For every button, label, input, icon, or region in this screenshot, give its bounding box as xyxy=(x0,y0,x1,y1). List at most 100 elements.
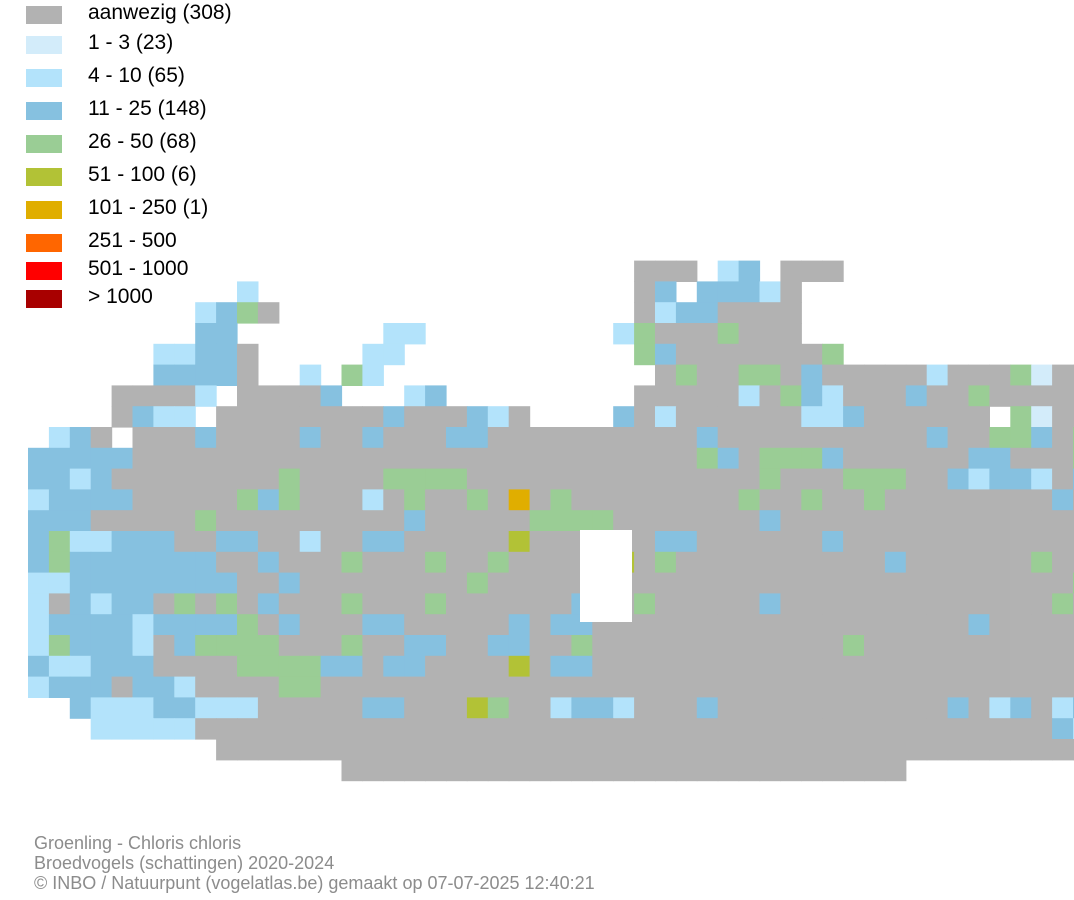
grid-cell xyxy=(237,593,259,615)
grid-cell xyxy=(487,427,510,449)
grid-cell xyxy=(843,572,865,594)
legend-item-101-250: 101 - 250 (1) xyxy=(26,196,426,220)
grid-cell xyxy=(383,468,405,490)
grid-cell xyxy=(655,551,677,574)
grid-cell xyxy=(717,593,740,615)
grid-cell xyxy=(1031,676,1053,698)
grid-cell xyxy=(132,406,154,428)
grid-cell xyxy=(801,593,823,615)
grid-cell xyxy=(153,343,175,366)
grid-cell xyxy=(947,572,970,594)
grid-cell xyxy=(592,655,614,678)
grid-cell xyxy=(968,406,990,428)
grid-cell xyxy=(550,468,572,490)
grid-cell xyxy=(383,531,405,553)
grid-cell xyxy=(905,635,928,657)
grid-cell xyxy=(780,759,802,782)
grid-cell xyxy=(237,302,259,324)
grid-cell xyxy=(425,551,447,574)
grid-cell xyxy=(592,468,614,490)
grid-cell xyxy=(299,593,322,615)
grid-cell xyxy=(320,655,343,678)
grid-cell xyxy=(759,468,781,490)
grid-cell xyxy=(446,739,468,761)
grid-cell xyxy=(90,593,113,615)
grid-cell xyxy=(738,531,761,553)
grid-cell xyxy=(446,635,468,657)
grid-cell xyxy=(404,510,426,532)
grid-cell xyxy=(216,427,238,449)
grid-cell xyxy=(48,676,71,698)
grid-cell xyxy=(905,406,928,428)
grid-cell xyxy=(759,593,781,615)
grid-cell xyxy=(257,531,280,553)
grid-cell xyxy=(864,406,886,428)
grid-cell xyxy=(634,489,656,511)
grid-cell xyxy=(843,468,865,490)
grid-cell xyxy=(843,551,865,574)
grid-cell xyxy=(738,302,761,324)
grid-cell xyxy=(257,572,280,594)
grid-cell xyxy=(90,447,113,470)
grid-cell xyxy=(404,593,426,615)
grid-cell xyxy=(174,427,196,449)
grid-cell xyxy=(404,614,426,636)
grid-cell xyxy=(822,510,844,532)
grid-cell xyxy=(780,343,802,366)
grid-cell xyxy=(341,697,363,719)
grid-cell xyxy=(195,655,217,678)
grid-cell xyxy=(675,655,698,678)
grid-cell xyxy=(717,343,740,366)
grid-cell xyxy=(90,697,113,719)
grid-cell xyxy=(90,655,113,678)
grid-cell xyxy=(822,739,844,761)
grid-cell xyxy=(843,635,865,657)
grid-cell xyxy=(216,343,238,366)
grid-cell xyxy=(675,302,698,324)
grid-cell xyxy=(613,759,635,782)
grid-cell xyxy=(132,655,154,678)
grid-cell xyxy=(487,447,510,470)
grid-cell xyxy=(487,655,510,678)
grid-cell xyxy=(508,572,531,594)
grid-cell xyxy=(195,531,217,553)
grid-cell xyxy=(675,385,698,407)
grid-cell xyxy=(675,718,698,740)
grid-cell xyxy=(529,635,552,657)
grid-cell xyxy=(738,343,761,366)
grid-cell xyxy=(1031,531,1053,553)
credit-line: © INBO / Natuurpunt (vogelatlas.be) gema… xyxy=(34,873,595,893)
grid-cell xyxy=(529,551,552,574)
grid-cell xyxy=(299,489,322,511)
grid-cell xyxy=(717,739,740,761)
grid-cell xyxy=(48,635,71,657)
grid-cell xyxy=(341,739,363,761)
grid-cell xyxy=(237,551,259,574)
grid-cell xyxy=(1010,510,1032,532)
grid-cell xyxy=(237,406,259,428)
grid-cell xyxy=(487,406,510,428)
grid-cell xyxy=(843,759,865,782)
grid-cell xyxy=(655,759,677,782)
grid-cell xyxy=(550,510,572,532)
grid-cell xyxy=(383,510,405,532)
grid-cell xyxy=(257,635,280,657)
grid-cell xyxy=(884,427,907,449)
grid-cell xyxy=(864,468,886,490)
legend-label: 101 - 250 (1) xyxy=(88,196,209,219)
grid-cell xyxy=(425,510,447,532)
grid-cell xyxy=(1031,489,1053,511)
grid-cell xyxy=(257,739,280,761)
grid-cell xyxy=(404,531,426,553)
grid-cell xyxy=(968,427,990,449)
grid-cell xyxy=(884,406,907,428)
legend-item-251-500: 251 - 500 xyxy=(26,229,426,253)
grid-cell xyxy=(926,739,949,761)
grid-cell xyxy=(884,635,907,657)
grid-cell xyxy=(1010,655,1032,678)
grid-cell xyxy=(759,406,781,428)
grid-cell xyxy=(487,697,510,719)
grid-cell xyxy=(989,510,1011,532)
grid-cell xyxy=(90,676,113,698)
grid-cell xyxy=(780,385,802,407)
